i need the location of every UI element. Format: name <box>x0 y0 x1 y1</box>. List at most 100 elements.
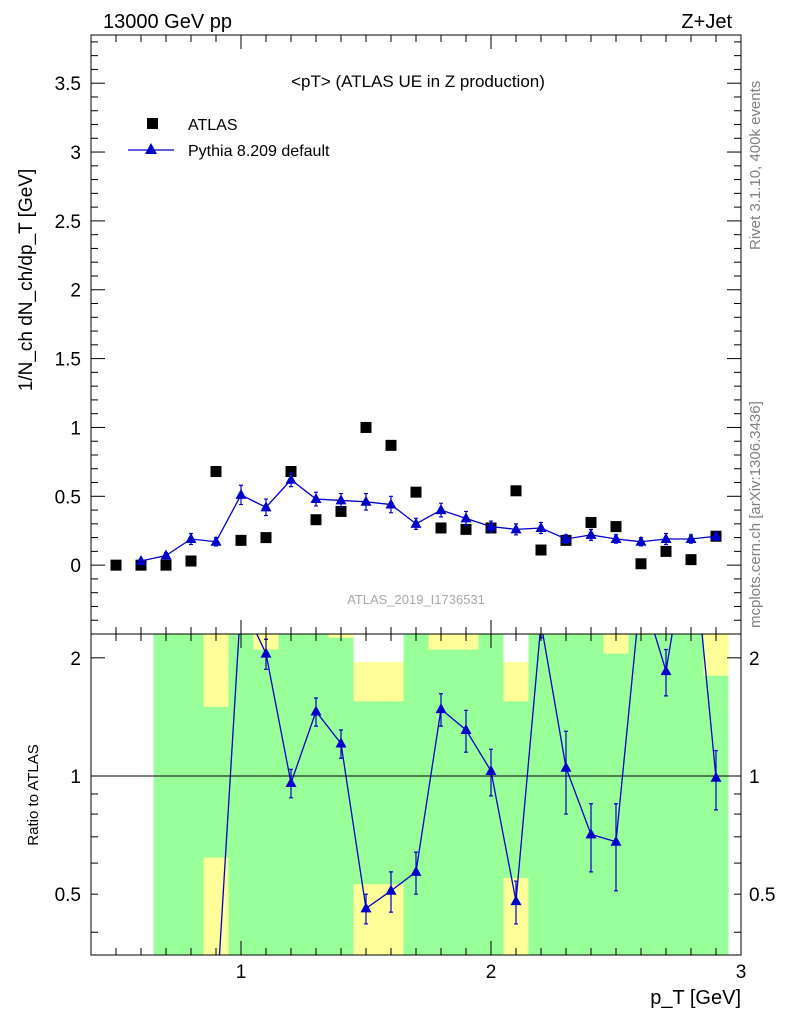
atlas-data-point <box>460 523 472 535</box>
uncertainty-band-inner <box>528 634 554 955</box>
legend-label-atlas: ATLAS <box>188 117 238 134</box>
pythia-data-point <box>260 501 272 512</box>
atlas-data-point <box>360 421 372 433</box>
atlas-data-point <box>335 505 347 517</box>
atlas-data-point <box>435 522 447 534</box>
uncertainty-band-inner <box>678 634 704 955</box>
pythia-data-point <box>710 530 722 541</box>
pythia-data-point <box>210 535 222 546</box>
ratio-data-point <box>686 514 697 524</box>
uncertainty-band-inner <box>253 649 279 955</box>
pythia-data-point <box>435 504 447 515</box>
ratio-y-tick-label: 2 <box>70 649 81 670</box>
pythia-data-point <box>185 532 197 543</box>
main-y-tick-label: 1 <box>70 418 81 439</box>
uncertainty-band-inner <box>328 637 354 955</box>
atlas-data-point <box>385 439 397 451</box>
atlas-data-point <box>310 514 322 526</box>
ratio-error-bar <box>614 803 618 892</box>
ratio-data-point <box>636 583 647 593</box>
main-y-tick-label: 1.5 <box>55 350 81 371</box>
ratio-data-point <box>236 594 247 604</box>
atlas-data-point <box>260 532 272 544</box>
pythia-data-point <box>360 495 372 506</box>
uncertainty-band-inner <box>203 706 229 858</box>
ratio-y-tick-label-right: 1 <box>749 767 760 788</box>
ratio-data-point <box>385 884 397 895</box>
main-y-tick-label: 0.5 <box>55 487 81 508</box>
ratio-data-point <box>536 617 547 627</box>
main-axes: 0 0.5 1 1.5 2 2.5 3 3.5 <box>55 34 742 635</box>
ratio-data-point <box>260 647 272 658</box>
atlas-data-point <box>660 545 672 557</box>
atlas-data-point <box>585 516 597 528</box>
pythia-data-point <box>585 528 597 539</box>
ratio-error-bar <box>689 505 693 535</box>
side-label-version: Rivet 3.1.10, 400k events <box>747 81 764 250</box>
pythia-data-point <box>460 512 472 523</box>
atlas-data-point <box>185 555 197 567</box>
pythia-data-point <box>635 535 647 546</box>
ratio-y-tick-label: 0.5 <box>55 885 81 906</box>
main-plot-area <box>110 421 722 571</box>
uncertainty-band-inner <box>503 701 529 878</box>
ratio-data-point <box>610 835 622 846</box>
pythia-data-point <box>685 532 697 543</box>
pythia-data-point <box>310 493 322 504</box>
x-axis-label: p_T [GeV] <box>650 987 741 1009</box>
ratio-data-point <box>485 764 497 775</box>
ratio-data-point <box>360 902 372 913</box>
ratio-y-tick-label-right: 2 <box>749 649 760 670</box>
main-y-axis-label: 1/N_ch dN_ch/dp_T [GeV] <box>16 169 37 392</box>
ratio-plot-area <box>91 505 741 955</box>
ratio-data-point <box>660 665 672 676</box>
atlas-data-point <box>510 485 522 497</box>
legend: ATLAS Pythia 8.209 default <box>128 117 330 160</box>
ratio-error-bar <box>239 583 243 620</box>
atlas-data-point <box>410 486 422 498</box>
pythia-series-line <box>140 478 717 562</box>
main-y-tick-label: 0 <box>70 556 81 577</box>
header-right: Z+Jet <box>681 11 732 33</box>
ratio-data-point <box>460 723 472 734</box>
ratio-data-point <box>310 705 322 716</box>
atlas-data-point <box>235 534 247 546</box>
atlas-data-point <box>210 466 222 478</box>
legend-label-pythia: Pythia 8.209 default <box>188 143 330 160</box>
pythia-data-point <box>135 555 147 566</box>
uncertainty-band-inner <box>403 634 429 955</box>
ratio-data-point <box>560 761 572 772</box>
atlas-data-point <box>535 544 547 556</box>
header-left: 13000 GeV pp <box>103 11 232 33</box>
main-y-tick-label: 2.5 <box>55 212 81 233</box>
x-tick-label: 1 <box>236 962 247 983</box>
uncertainty-band-inner <box>578 634 604 955</box>
ratio-y-axis-label: Ratio to ATLAS <box>25 744 42 845</box>
pythia-data-point <box>385 498 397 509</box>
pythia-data-point <box>160 549 172 560</box>
legend-marker-atlas <box>147 118 158 129</box>
uncertainty-band-inner <box>228 634 254 955</box>
legend-marker-pythia <box>145 143 157 154</box>
pythia-data-point <box>560 532 572 543</box>
ratio-error-bar <box>639 572 643 606</box>
ratio-error-bar <box>564 730 568 815</box>
uncertainty-band-inner <box>378 701 404 885</box>
main-y-tick-label: 3 <box>70 143 81 164</box>
side-label-source: mcplots.cern.ch [arXiv:1306.3436] <box>747 401 764 628</box>
main-y-tick-label: 2 <box>70 281 81 302</box>
pythia-data-point <box>610 532 622 543</box>
x-tick-label: 2 <box>486 962 497 983</box>
pythia-data-point <box>235 488 247 499</box>
pythia-data-point <box>485 520 497 531</box>
uncertainty-band-inner <box>628 634 654 955</box>
atlas-data-point <box>685 554 697 566</box>
ratio-data-point <box>285 776 297 787</box>
main-y-tick-label: 3.5 <box>55 74 81 95</box>
uncertainty-band-inner <box>703 675 729 955</box>
ratio-y-tick-label: 1 <box>70 767 81 788</box>
atlas-data-point <box>135 559 147 571</box>
uncertainty-band-inner <box>353 701 379 885</box>
pythia-data-point <box>410 517 422 528</box>
